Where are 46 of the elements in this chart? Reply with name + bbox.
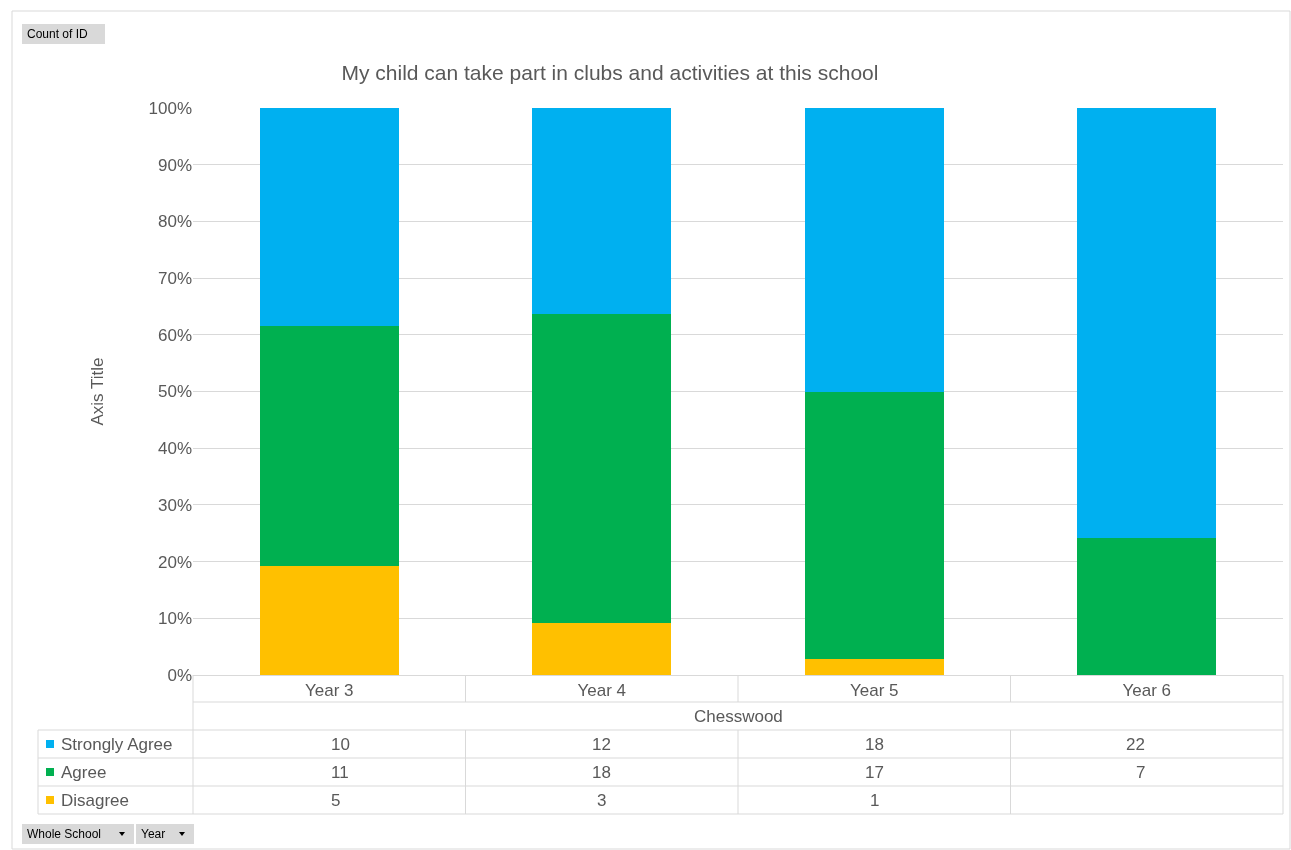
text: Year: [141, 827, 166, 841]
y-tick-label: 90%: [157, 155, 192, 175]
bar: [804, 659, 944, 675]
bar: [259, 326, 399, 567]
text: 10: [331, 735, 350, 754]
bar: [532, 314, 672, 624]
text: 3: [597, 791, 607, 810]
legend-label: Strongly Agree: [61, 735, 173, 754]
bar: [259, 566, 399, 675]
y-tick-label: 50%: [157, 382, 192, 402]
y-axis-title: Axis Title: [88, 357, 108, 426]
x-tick-label: Year 3: [304, 681, 354, 701]
bar: [259, 108, 399, 327]
text: 1: [870, 791, 880, 810]
legend-label: Agree: [61, 763, 107, 782]
x-tick-label: Year 5: [849, 681, 899, 701]
y-tick-label: 100%: [148, 98, 192, 118]
text: 7: [1136, 763, 1146, 782]
bar: [804, 108, 944, 392]
bar: [1077, 538, 1217, 675]
y-tick-label: 30%: [157, 495, 192, 515]
text: Count of ID: [27, 27, 89, 41]
text: 5: [331, 791, 341, 810]
y-tick-label: 20%: [157, 552, 192, 572]
text: Whole School: [27, 827, 102, 841]
bar: [1077, 108, 1217, 539]
y-tick-label: 70%: [157, 269, 192, 289]
text: 17: [865, 763, 884, 782]
bar: [804, 391, 944, 660]
text: 11: [331, 763, 349, 782]
chart-title: My child can take part in clubs and activities at this school: [341, 61, 879, 85]
y-tick-label: 60%: [157, 325, 192, 345]
text: 18: [592, 763, 611, 782]
x-axis-title: Chesswood: [694, 707, 783, 726]
y-tick-label: 40%: [157, 439, 192, 459]
bar: [532, 623, 672, 675]
legend-label: Disagree: [61, 791, 130, 810]
y-tick-label: 10%: [157, 609, 192, 629]
x-tick-label: Year 6: [1122, 681, 1172, 701]
text: 22: [1126, 735, 1145, 754]
y-tick-label: 0%: [167, 665, 192, 685]
x-tick-label: Year 4: [577, 681, 627, 701]
bar: [532, 108, 672, 315]
y-tick-label: 80%: [157, 212, 192, 232]
text: 18: [865, 735, 884, 754]
text: 12: [592, 735, 611, 754]
